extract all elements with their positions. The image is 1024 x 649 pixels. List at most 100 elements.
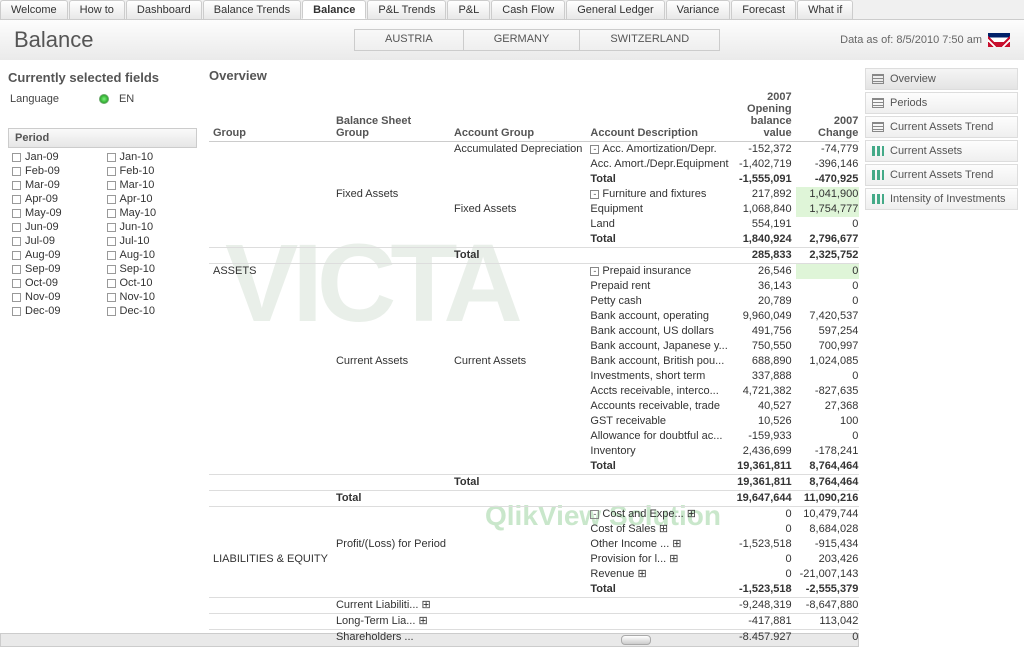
panel-item-periods[interactable]: Periods <box>865 92 1018 114</box>
tab-welcome[interactable]: Welcome <box>0 0 68 19</box>
checkbox-icon[interactable] <box>12 153 21 162</box>
header: Balance AUSTRIAGERMANYSWITZERLAND Data a… <box>0 20 1024 60</box>
balance-table: GroupBalance Sheet GroupAccount GroupAcc… <box>209 89 859 645</box>
checkbox-icon[interactable] <box>12 265 21 274</box>
country-selector: AUSTRIAGERMANYSWITZERLAND <box>354 29 720 51</box>
table-icon <box>872 74 884 84</box>
table-row: Prepaid rent36,1430 <box>209 279 859 294</box>
period-Oct-09[interactable]: Oct-09 <box>8 276 103 290</box>
column-header[interactable]: Account Group <box>450 89 586 142</box>
checkbox-icon[interactable] <box>107 237 116 246</box>
checkbox-icon[interactable] <box>12 209 21 218</box>
checkbox-icon[interactable] <box>12 251 21 260</box>
table-row: Bank account, US dollars491,756597,254 <box>209 324 859 339</box>
table-row: Land554,1910 <box>209 217 859 232</box>
column-header[interactable]: Account Description <box>586 89 732 142</box>
checkbox-icon[interactable] <box>107 181 116 190</box>
checkbox-icon[interactable] <box>107 307 116 316</box>
column-header[interactable]: 2007 Opening balance value <box>733 89 796 142</box>
tab-variance[interactable]: Variance <box>666 0 731 19</box>
period-header: Period <box>8 128 197 148</box>
period-Dec-09[interactable]: Dec-09 <box>8 304 103 318</box>
checkbox-icon[interactable] <box>107 153 116 162</box>
tab-p&l-trends[interactable]: P&L Trends <box>367 0 446 19</box>
table-row: Accumulated Depreciation-Acc. Amortizati… <box>209 142 859 158</box>
period-Apr-09[interactable]: Apr-09 <box>8 192 103 206</box>
period-Apr-10[interactable]: Apr-10 <box>103 192 198 206</box>
table-row: Allowance for doubtful ac...-159,9330 <box>209 429 859 444</box>
period-Jan-10[interactable]: Jan-10 <box>103 150 198 164</box>
period-Jun-10[interactable]: Jun-10 <box>103 220 198 234</box>
flag-icon[interactable] <box>988 33 1010 47</box>
period-Oct-10[interactable]: Oct-10 <box>103 276 198 290</box>
checkbox-icon[interactable] <box>107 209 116 218</box>
table-row: Total19,361,8118,764,464 <box>209 475 859 491</box>
column-header[interactable]: Group <box>209 89 332 142</box>
period-Nov-09[interactable]: Nov-09 <box>8 290 103 304</box>
table-row: Petty cash20,7890 <box>209 294 859 309</box>
period-Jul-09[interactable]: Jul-09 <box>8 234 103 248</box>
expand-icon[interactable]: - <box>590 190 599 199</box>
country-switzerland[interactable]: SWITZERLAND <box>580 30 719 50</box>
tab-balance-trends[interactable]: Balance Trends <box>203 0 301 19</box>
checkbox-icon[interactable] <box>12 293 21 302</box>
tab-forecast[interactable]: Forecast <box>731 0 796 19</box>
period-May-10[interactable]: May-10 <box>103 206 198 220</box>
period-Nov-10[interactable]: Nov-10 <box>103 290 198 304</box>
checkbox-icon[interactable] <box>107 195 116 204</box>
period-Feb-09[interactable]: Feb-09 <box>8 164 103 178</box>
period-Sep-09[interactable]: Sep-09 <box>8 262 103 276</box>
period-Sep-10[interactable]: Sep-10 <box>103 262 198 276</box>
checkbox-icon[interactable] <box>12 307 21 316</box>
checkbox-icon[interactable] <box>12 167 21 176</box>
table-row: Acc. Amort./Depr.Equipment-1,402,719-396… <box>209 157 859 172</box>
panel-item-intensity-of-investments[interactable]: Intensity of Investments <box>865 188 1018 210</box>
period-Aug-09[interactable]: Aug-09 <box>8 248 103 262</box>
checkbox-icon[interactable] <box>107 265 116 274</box>
tab-balance[interactable]: Balance <box>302 0 366 19</box>
panel-item-current-assets-trend[interactable]: Current Assets Trend <box>865 164 1018 186</box>
period-May-09[interactable]: May-09 <box>8 206 103 220</box>
expand-icon[interactable]: - <box>590 267 599 276</box>
tab-what-if[interactable]: What if <box>797 0 853 19</box>
expand-icon[interactable]: - <box>590 145 599 154</box>
checkbox-icon[interactable] <box>107 167 116 176</box>
checkbox-icon[interactable] <box>107 251 116 260</box>
table-row: Shareholders ...-8.457.9270 <box>209 630 859 646</box>
tab-cash-flow[interactable]: Cash Flow <box>491 0 565 19</box>
checkbox-icon[interactable] <box>107 279 116 288</box>
period-Mar-10[interactable]: Mar-10 <box>103 178 198 192</box>
expand-icon[interactable]: - <box>590 510 599 519</box>
tab-dashboard[interactable]: Dashboard <box>126 0 202 19</box>
panel-item-current-assets[interactable]: Current Assets <box>865 140 1018 162</box>
panel-item-overview[interactable]: Overview <box>865 68 1018 90</box>
table-row: Current Liabiliti... ⊞-9,248,319-8,647,8… <box>209 598 859 614</box>
period-Jun-09[interactable]: Jun-09 <box>8 220 103 234</box>
checkbox-icon[interactable] <box>107 223 116 232</box>
period-Jan-09[interactable]: Jan-09 <box>8 150 103 164</box>
panel-item-current-assets-trend[interactable]: Current Assets Trend <box>865 116 1018 138</box>
period-Jul-10[interactable]: Jul-10 <box>103 234 198 248</box>
period-Mar-09[interactable]: Mar-09 <box>8 178 103 192</box>
tab-general-ledger[interactable]: General Ledger <box>566 0 664 19</box>
period-Aug-10[interactable]: Aug-10 <box>103 248 198 262</box>
checkbox-icon[interactable] <box>12 237 21 246</box>
table-row: GST receivable10,526100 <box>209 414 859 429</box>
checkbox-icon[interactable] <box>12 223 21 232</box>
language-row[interactable]: Language EN <box>8 89 197 120</box>
checkbox-icon[interactable] <box>107 293 116 302</box>
column-header[interactable]: 2007 Change <box>796 89 859 142</box>
column-header[interactable]: Balance Sheet Group <box>332 89 450 142</box>
table-row: ASSETS-Prepaid insurance26,5460 <box>209 264 859 280</box>
period-Feb-10[interactable]: Feb-10 <box>103 164 198 178</box>
checkbox-icon[interactable] <box>12 279 21 288</box>
tab-how-to[interactable]: How to <box>69 0 125 19</box>
table-row: Total19,647,64411,090,216 <box>209 491 859 507</box>
checkbox-icon[interactable] <box>12 195 21 204</box>
country-austria[interactable]: AUSTRIA <box>355 30 464 50</box>
country-germany[interactable]: GERMANY <box>464 30 581 50</box>
checkbox-icon[interactable] <box>12 181 21 190</box>
table-row: Bank account, Japanese y...750,550700,99… <box>209 339 859 354</box>
period-Dec-10[interactable]: Dec-10 <box>103 304 198 318</box>
tab-p&l[interactable]: P&L <box>447 0 490 19</box>
